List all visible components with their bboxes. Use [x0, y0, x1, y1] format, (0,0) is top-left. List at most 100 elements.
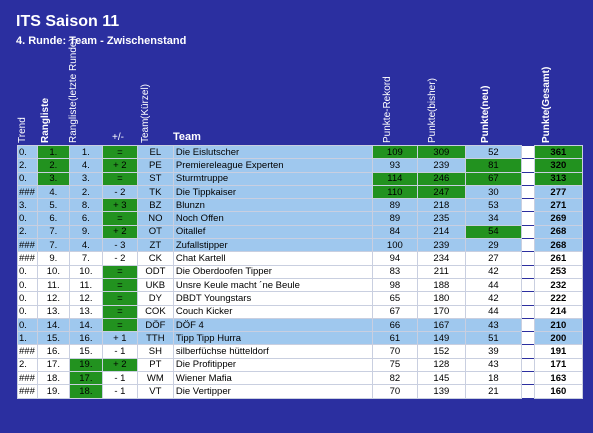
rank-cell: 14. [36, 317, 70, 333]
table-row: ### 9. 7. - 2 CK Chat Kartell 94 234 27 261 [17, 251, 583, 266]
header-neu-line1: Punkte [480, 109, 491, 143]
trend-cell: 2. [17, 224, 38, 240]
spacer-cell [520, 305, 535, 319]
record-cell: 70 [371, 384, 418, 399]
short-code-cell: ST [136, 171, 174, 186]
table-row: ### 16. 15. - 1 SH silberfüchse hütteldorf 70 1… [17, 344, 583, 359]
team-name-cell: Couch Kicker [172, 304, 373, 319]
points-new-cell: 53 [464, 198, 522, 213]
header-bisher-line1: Punkte [427, 111, 438, 143]
spacer-cell [520, 344, 535, 359]
last-rank-cell: 6. [68, 211, 103, 226]
spacer-cell [520, 291, 535, 306]
spacer-cell [520, 358, 535, 372]
record-cell: 109 [371, 144, 418, 160]
points-before-cell: 170 [416, 304, 466, 319]
points-before-cell: 128 [416, 357, 466, 373]
last-rank-cell: 4. [68, 158, 103, 173]
points-total-cell: 261 [533, 251, 583, 266]
last-rank-cell: 13. [68, 304, 103, 319]
points-total-cell: 253 [533, 264, 583, 279]
team-name-cell: Die Vertipper [172, 384, 373, 399]
short-code-cell: CK [136, 251, 174, 266]
diff-cell: + 2 [101, 158, 138, 173]
header-neu: Punkte (neu) [480, 85, 491, 143]
points-total-cell: 160 [533, 384, 583, 399]
diff-cell: - 1 [101, 384, 138, 399]
trend-cell: ### [17, 344, 38, 359]
points-total-cell: 214 [533, 304, 583, 319]
short-code-cell: DY [136, 291, 174, 306]
last-rank-cell: 10. [68, 264, 103, 279]
table-row: 0. 14. 14. = DÖF DÖF 4 66 167 43 210 [17, 317, 583, 333]
trend-cell: 0. [17, 317, 38, 333]
short-code-cell: VT [136, 384, 174, 399]
rank-cell: 1. [36, 144, 70, 160]
points-before-cell: 139 [416, 384, 466, 399]
points-total-cell: 361 [533, 144, 583, 160]
record-cell: 94 [371, 251, 418, 266]
trend-cell: 0. [17, 277, 38, 293]
record-cell: 114 [371, 171, 418, 186]
rank-cell: 15. [36, 331, 70, 346]
spacer-cell [520, 145, 535, 159]
points-before-cell: 218 [416, 198, 466, 213]
points-before-cell: 152 [416, 344, 466, 359]
last-rank-cell: 12. [68, 291, 103, 306]
short-code-cell: DÖF [136, 317, 174, 333]
trend-cell: 0. [17, 171, 38, 186]
trend-cell: 3. [17, 198, 38, 213]
points-total-cell: 232 [533, 277, 583, 293]
diff-cell: + 2 [101, 357, 138, 373]
rank-cell: 6. [36, 211, 70, 226]
table-row: ### 18. 17. - 1 WM Wiener Mafia 82 145 18 163 [17, 371, 583, 386]
header-last-rank-line1: Rangliste [68, 101, 79, 143]
header-gesamt-line2: (Gesamt) [541, 66, 552, 110]
last-rank-cell: 18. [68, 384, 103, 399]
team-name-cell: Sturmtruppe [172, 171, 373, 186]
points-before-cell: 246 [416, 171, 466, 186]
rank-cell: 13. [36, 304, 70, 319]
rank-cell: 19. [36, 384, 70, 399]
trend-cell: 0. [17, 291, 38, 306]
rank-cell: 2. [36, 158, 70, 173]
short-code-cell: PE [136, 158, 174, 173]
record-cell: 110 [371, 184, 418, 200]
last-rank-cell: 4. [68, 238, 103, 253]
header-short: Team (Kürzel) [140, 84, 151, 143]
trend-cell: ### [17, 251, 38, 266]
short-code-cell: WM [136, 371, 174, 386]
trend-cell: ### [17, 238, 38, 253]
spacer-cell [520, 384, 535, 399]
short-code-cell: SH [136, 344, 174, 359]
team-name-cell: DÖF 4 [172, 317, 373, 333]
short-code-cell: BZ [136, 198, 174, 213]
team-name-cell: Die Eislutscher [172, 144, 373, 160]
table-row: 0. 11. 11. = UKB Unsre Keule macht ´ne Beule 9… [17, 277, 583, 293]
team-name-cell: Blunzn [172, 198, 373, 213]
trend-cell: 0. [17, 264, 38, 279]
rank-cell: 7. [36, 238, 70, 253]
header-last-rank: Rangliste (letzte Runde) [68, 38, 79, 143]
points-new-cell: 52 [464, 144, 522, 160]
record-cell: 66 [371, 317, 418, 333]
points-total-cell: 320 [533, 158, 583, 173]
points-new-cell: 29 [464, 238, 522, 253]
points-before-cell: 211 [416, 264, 466, 279]
points-new-cell: 21 [464, 384, 522, 399]
short-code-cell: ODT [136, 264, 174, 279]
header-team: Team [173, 131, 201, 143]
rank-cell: 3. [36, 171, 70, 186]
header-gesamt-line1: Punkte [541, 109, 552, 143]
page-subtitle: 4. Runde: Team - Zwischenstand [16, 35, 187, 47]
table-row: ### 4. 2. - 2 TK Die Tippkaiser 110 247 30 277 [17, 184, 583, 200]
points-before-cell: 235 [416, 211, 466, 226]
points-before-cell: 149 [416, 331, 466, 346]
points-before-cell: 188 [416, 277, 466, 293]
spacer-cell [520, 211, 535, 226]
spacer-cell [520, 158, 535, 173]
team-name-cell: Die Tippkaiser [172, 184, 373, 200]
trend-cell: 0. [17, 211, 38, 226]
record-cell: 89 [371, 198, 418, 213]
points-new-cell: 42 [464, 291, 522, 306]
